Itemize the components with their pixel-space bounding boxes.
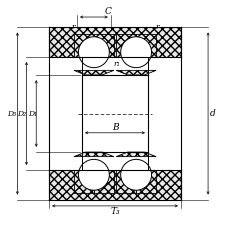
Text: r₁: r₁ bbox=[113, 59, 120, 68]
Polygon shape bbox=[74, 170, 93, 193]
Circle shape bbox=[78, 159, 109, 190]
Polygon shape bbox=[74, 34, 93, 57]
Polygon shape bbox=[74, 70, 113, 75]
Bar bbox=[49, 170, 180, 200]
Text: d: d bbox=[209, 109, 215, 118]
Polygon shape bbox=[93, 170, 113, 193]
Circle shape bbox=[120, 159, 151, 190]
Text: D₁: D₁ bbox=[28, 109, 37, 118]
Polygon shape bbox=[74, 152, 113, 157]
Circle shape bbox=[78, 37, 109, 68]
Bar bbox=[49, 27, 180, 57]
Text: r: r bbox=[155, 22, 159, 31]
Text: r: r bbox=[71, 22, 75, 31]
Polygon shape bbox=[116, 152, 155, 157]
Polygon shape bbox=[136, 170, 155, 193]
Text: T₃: T₃ bbox=[110, 207, 119, 216]
Text: B: B bbox=[111, 123, 118, 132]
Polygon shape bbox=[93, 34, 113, 57]
Text: D₃: D₃ bbox=[7, 109, 16, 118]
Text: r₁: r₁ bbox=[96, 59, 103, 68]
Polygon shape bbox=[116, 70, 155, 75]
Polygon shape bbox=[116, 34, 136, 57]
Circle shape bbox=[120, 37, 151, 68]
Text: D₂: D₂ bbox=[17, 109, 26, 118]
Polygon shape bbox=[116, 170, 136, 193]
Text: C: C bbox=[104, 7, 111, 16]
Polygon shape bbox=[136, 34, 155, 57]
Bar bbox=[82, 75, 147, 152]
